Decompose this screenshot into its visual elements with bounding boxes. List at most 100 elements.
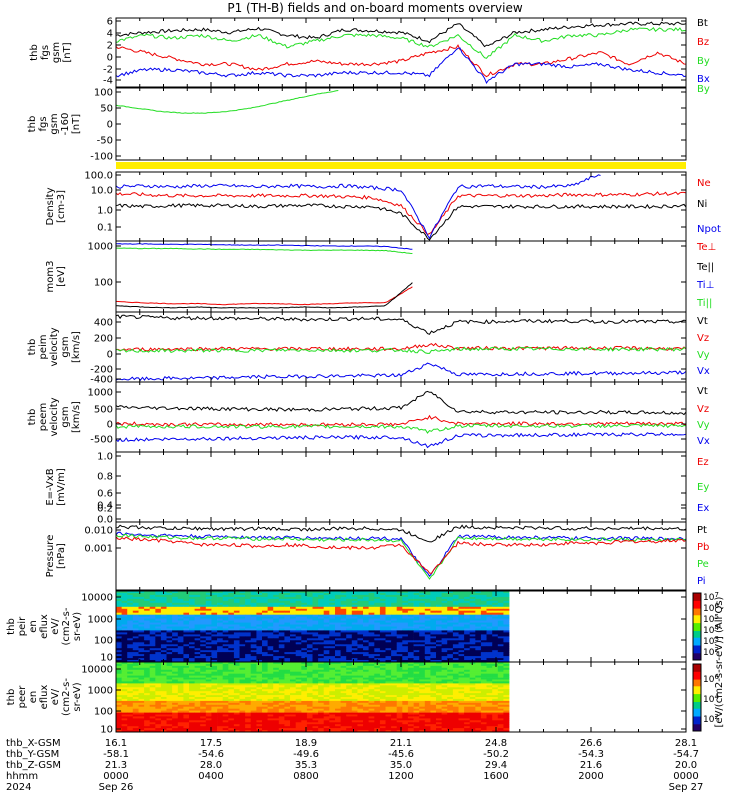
heatmap-cell <box>233 604 240 608</box>
heatmap-cell <box>284 606 291 610</box>
heatmap-cell <box>447 593 454 596</box>
heatmap-cell <box>273 710 280 713</box>
heatmap-cell <box>419 698 426 702</box>
heatmap-cell <box>340 608 347 612</box>
heatmap-cell <box>189 644 195 647</box>
heatmap-cell <box>144 687 151 690</box>
heatmap-cell <box>441 598 448 602</box>
heatmap-cell <box>245 638 252 641</box>
heatmap-cell <box>295 702 302 706</box>
heatmap-cell <box>419 656 426 659</box>
heatmap-cell <box>379 614 386 618</box>
heatmap-cell <box>116 671 122 674</box>
heatmap-cell <box>396 602 403 606</box>
heatmap-cell <box>194 706 201 709</box>
heatmap-cell <box>239 663 246 667</box>
heatmap-cell <box>458 693 465 696</box>
heatmap-cell <box>441 693 448 696</box>
heatmap-cell <box>155 700 162 704</box>
heatmap-cell <box>217 638 224 641</box>
heatmap-cell <box>357 681 364 684</box>
heatmap-cell <box>149 604 156 608</box>
heatmap-cell <box>233 622 240 625</box>
y-tick-label: 10000 <box>81 593 113 604</box>
heatmap-cell <box>464 654 471 657</box>
heatmap-cell <box>273 642 280 645</box>
heatmap-cell <box>385 683 392 686</box>
heatmap-cell <box>413 614 420 618</box>
heatmap-cell <box>233 663 240 667</box>
heatmap-cell <box>290 630 296 633</box>
heatmap-cell <box>469 618 476 621</box>
heatmap-cell <box>194 606 201 610</box>
heatmap-cell <box>503 602 510 606</box>
heatmap-cell <box>290 687 296 690</box>
heatmap-cell <box>189 626 195 629</box>
heatmap-cell <box>256 600 263 604</box>
heatmap-cell <box>346 671 353 674</box>
heatmap-cell <box>503 608 510 612</box>
heatmap-cell <box>458 677 465 680</box>
heatmap-cell <box>211 689 218 692</box>
heatmap-cell <box>357 591 364 594</box>
heatmap-cell <box>262 708 268 711</box>
heatmap-cell <box>172 648 179 651</box>
heatmap-cell <box>335 600 341 604</box>
heatmap-cell <box>503 616 510 619</box>
heatmap-cell <box>127 640 134 643</box>
heatmap-cell <box>402 681 409 684</box>
heatmap-cell <box>497 596 504 600</box>
heatmap-cell <box>480 630 487 633</box>
heatmap-cell <box>306 665 313 669</box>
heatmap-cell <box>447 669 454 673</box>
heatmap-cell <box>306 634 313 637</box>
legend-entry: Pb <box>697 542 709 553</box>
heatmap-cell <box>222 681 229 684</box>
heatmap-cell <box>200 644 207 647</box>
heatmap-cell <box>306 646 313 649</box>
heatmap-cell <box>458 691 465 694</box>
heatmap-cell <box>312 654 319 657</box>
heatmap-cell <box>402 689 409 692</box>
heatmap-cell <box>295 640 302 643</box>
heatmap-cell <box>486 608 493 612</box>
heatmap-cell <box>262 689 268 692</box>
heatmap-cell <box>385 708 392 711</box>
y-tick-label: -50 <box>97 136 113 147</box>
heatmap-cell <box>138 702 145 706</box>
heatmap-cell <box>166 671 173 674</box>
heatmap-cell <box>121 612 128 616</box>
heatmap-cell <box>306 706 313 709</box>
heatmap-cell <box>290 681 296 684</box>
heatmap-cell <box>245 693 252 696</box>
heatmap-cell <box>452 606 459 610</box>
heatmap-cell <box>155 636 162 639</box>
heatmap-cell <box>497 658 504 661</box>
heatmap-cell <box>200 604 207 608</box>
heatmap-cell <box>447 695 454 698</box>
heatmap-cell <box>306 612 313 616</box>
heatmap-cell <box>273 622 280 625</box>
heatmap-cell <box>211 612 218 616</box>
heatmap-cell <box>436 591 442 594</box>
heatmap-cell <box>323 632 330 635</box>
heatmap-cell <box>503 702 510 706</box>
heatmap-cell <box>357 695 364 698</box>
heatmap-cell <box>452 602 459 606</box>
heatmap-cell <box>469 702 476 706</box>
heatmap-cell <box>290 700 296 704</box>
heatmap-cell <box>323 673 330 676</box>
heatmap-cell <box>312 630 319 633</box>
heatmap-cell <box>436 644 442 647</box>
heatmap-cell <box>357 638 364 641</box>
heatmap-cell <box>132 644 139 647</box>
heatmap-cell <box>413 669 420 673</box>
heatmap-cell <box>211 640 218 643</box>
heatmap-cell <box>492 600 499 604</box>
heatmap-cell <box>189 654 195 657</box>
heatmap-cell <box>458 610 465 614</box>
heatmap-cell <box>217 691 224 694</box>
heatmap-cell <box>469 624 476 627</box>
heatmap-cell <box>469 596 476 600</box>
heatmap-cell <box>396 687 403 690</box>
